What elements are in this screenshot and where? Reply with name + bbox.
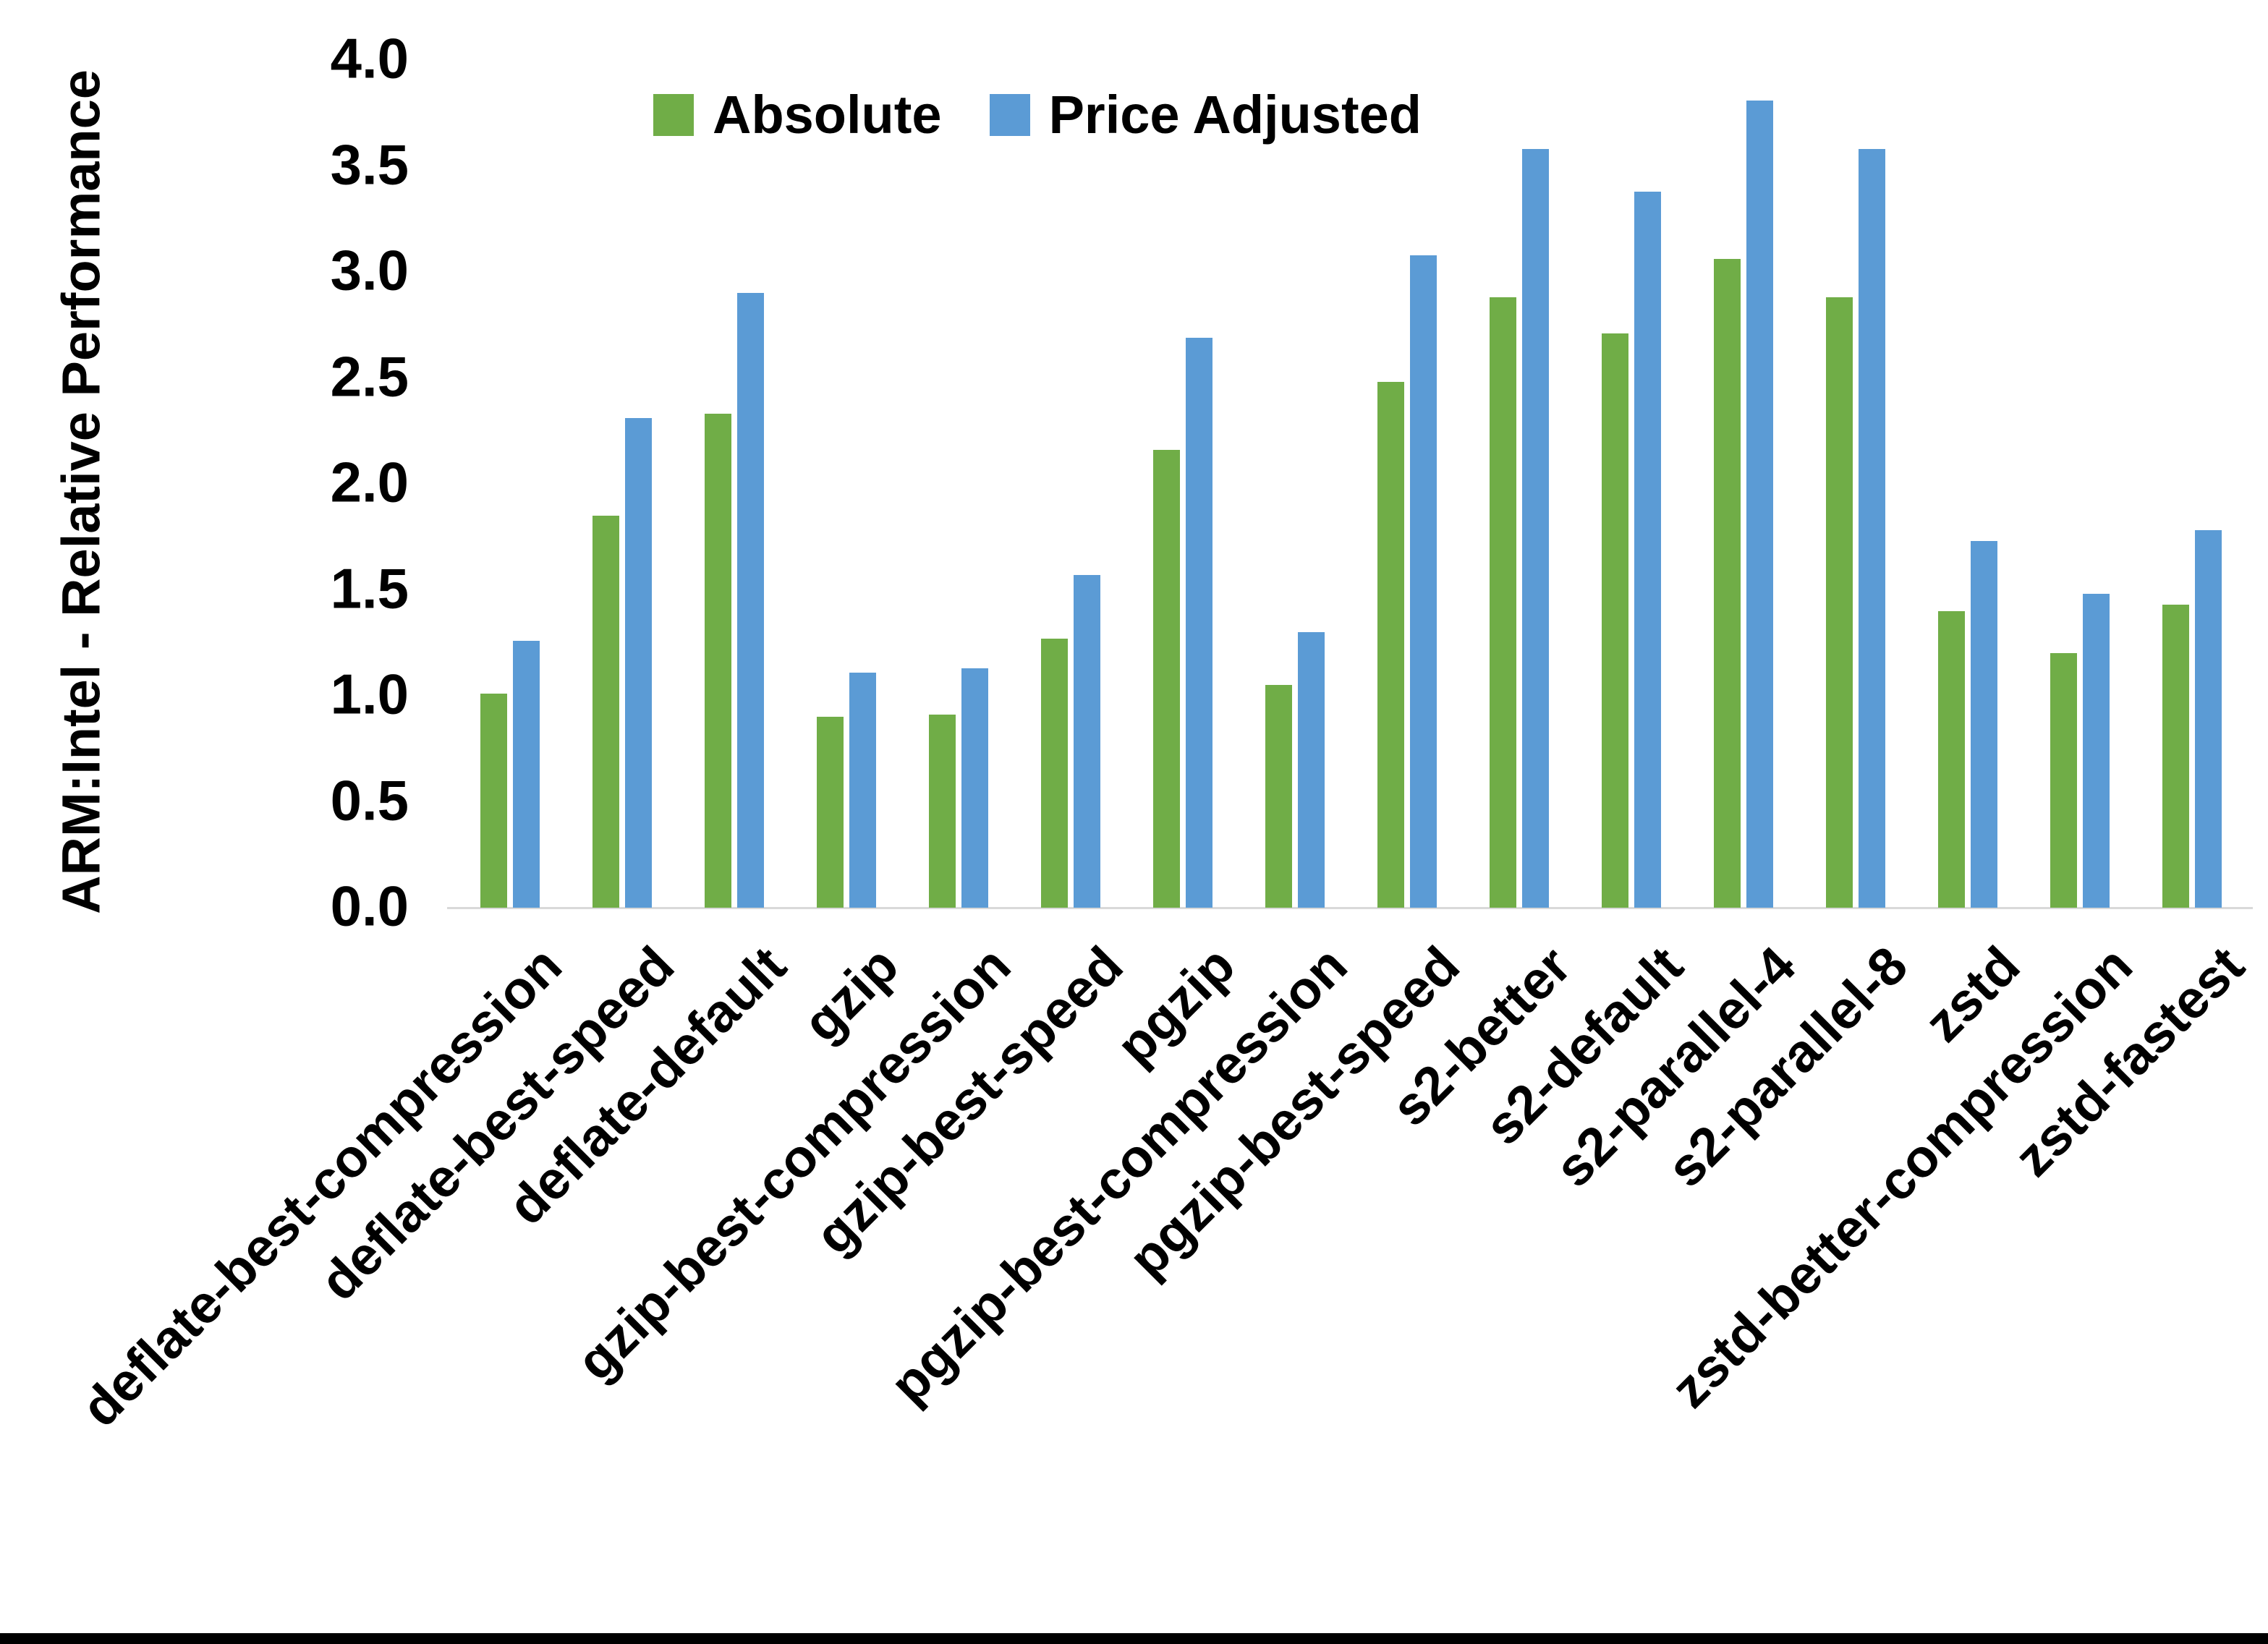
- bar-price-adjusted: [1074, 574, 1100, 908]
- legend-label-absolute: Absolute: [713, 85, 942, 145]
- bar-price-adjusted: [2083, 594, 2110, 908]
- bar-price-adjusted: [1410, 255, 1437, 908]
- legend-item-price-adjusted: Price Adjusted: [989, 84, 1422, 145]
- bar-price-adjusted: [625, 418, 652, 908]
- bar-absolute: [1153, 450, 1180, 908]
- bottom-border: [0, 1633, 2268, 1644]
- bar-absolute: [1377, 382, 1404, 908]
- x-axis-line: [447, 907, 2253, 909]
- bar-absolute: [1938, 610, 1965, 908]
- bar-price-adjusted: [849, 672, 876, 908]
- y-tick-label: 2.0: [330, 450, 409, 514]
- bar-absolute: [480, 694, 507, 908]
- bar-price-adjusted: [737, 293, 764, 908]
- y-tick-label: 1.5: [330, 556, 409, 621]
- bar-price-adjusted: [1859, 149, 1885, 908]
- legend-item-absolute: Absolute: [653, 84, 942, 145]
- bar-price-adjusted: [1634, 191, 1661, 908]
- y-tick-label: 2.5: [330, 344, 409, 409]
- bar-price-adjusted: [1746, 100, 1773, 908]
- bar-absolute: [929, 715, 956, 908]
- legend-swatch-price-adjusted: [989, 93, 1030, 136]
- bar-absolute: [2050, 653, 2077, 908]
- y-tick-label: 3.5: [330, 132, 409, 197]
- y-tick-label: 3.0: [330, 238, 409, 302]
- y-tick-label: 0.0: [330, 874, 409, 938]
- bar-price-adjusted: [1522, 149, 1549, 908]
- bar-price-adjusted: [1298, 632, 1325, 908]
- legend: Absolute Price Adjusted: [653, 84, 1422, 145]
- bar-absolute: [1041, 638, 1068, 908]
- bar-price-adjusted: [2195, 530, 2222, 908]
- bar-absolute: [1602, 333, 1628, 908]
- bar-price-adjusted: [961, 668, 988, 908]
- bar-absolute: [1714, 259, 1741, 908]
- bar-absolute: [1265, 685, 1292, 908]
- x-axis-label: deflate-best-compression: [69, 934, 574, 1439]
- bar-price-adjusted: [513, 640, 540, 908]
- bar-price-adjusted: [1971, 541, 1997, 908]
- bar-absolute: [817, 717, 844, 908]
- bar-absolute: [593, 515, 619, 908]
- legend-label-price-adjusted: Price Adjusted: [1048, 85, 1422, 145]
- bar-absolute: [1826, 297, 1853, 908]
- y-tick-label: 0.5: [330, 768, 409, 832]
- legend-swatch-absolute: [653, 93, 694, 136]
- bar-absolute: [1490, 297, 1516, 908]
- bar-absolute: [705, 414, 731, 908]
- y-axis-title: ARM:Intel - Relative Performance: [51, 69, 111, 914]
- bar-absolute: [2162, 605, 2189, 908]
- y-tick-label: 1.0: [330, 662, 409, 726]
- y-tick-label: 4.0: [330, 26, 409, 90]
- bar-price-adjusted: [1186, 337, 1212, 908]
